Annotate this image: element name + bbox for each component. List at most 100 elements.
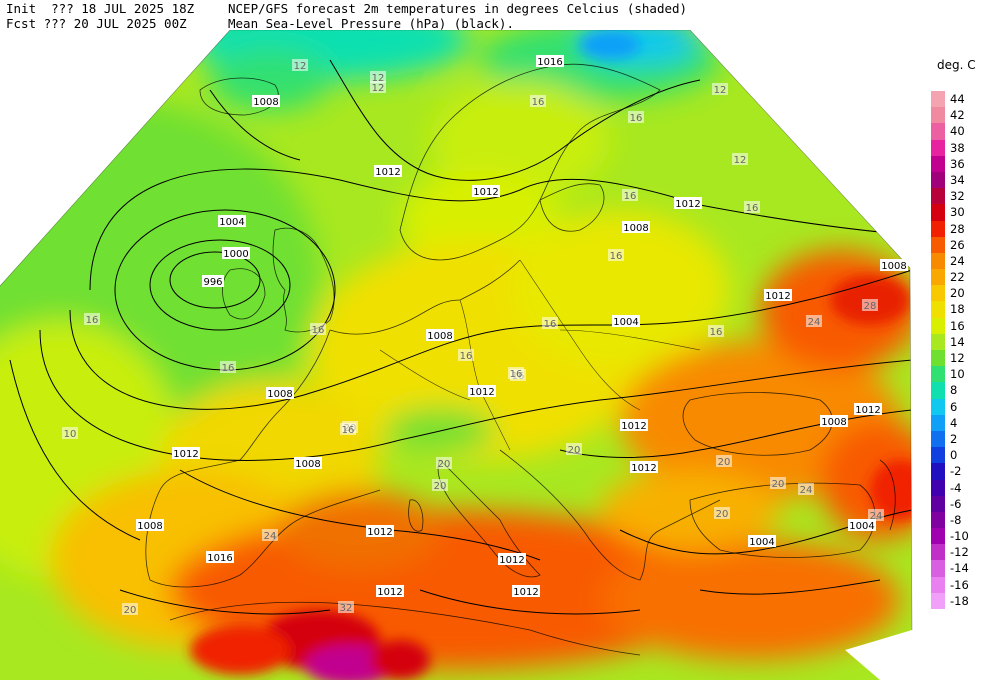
legend-swatch (931, 463, 945, 480)
svg-text:16: 16 (710, 327, 723, 338)
isobar-label: 1016 (536, 55, 564, 68)
legend-entry: 10 (931, 366, 991, 383)
legend-swatch (931, 447, 945, 464)
temperature-label: 24 (806, 315, 822, 328)
legend-label: -8 (950, 512, 962, 527)
isobar-label: 1008 (622, 221, 650, 234)
isobar-label: 1008 (266, 387, 294, 400)
svg-text:12: 12 (714, 85, 727, 96)
svg-text:1012: 1012 (377, 587, 402, 598)
legend-label: 12 (950, 351, 965, 365)
svg-text:24: 24 (870, 511, 883, 522)
svg-text:32: 32 (340, 603, 353, 614)
legend-swatch (931, 188, 945, 205)
isobar-label: 1008 (252, 95, 280, 108)
isobar-label: 1004 (218, 215, 246, 228)
svg-text:1012: 1012 (513, 587, 538, 598)
header-right: NCEP/GFS forecast 2m temperatures in deg… (228, 1, 687, 31)
svg-text:1012: 1012 (375, 167, 400, 178)
legend-entry: 18 (931, 301, 991, 318)
legend-label: -10 (950, 529, 969, 544)
temperature-field (0, 30, 912, 680)
isobar-label: 1008 (294, 457, 322, 470)
legend-entry: 22 (931, 269, 991, 286)
svg-text:16: 16 (746, 203, 759, 214)
svg-text:12: 12 (372, 73, 385, 84)
legend-label: 10 (950, 367, 965, 382)
legend-label: 18 (950, 302, 965, 317)
svg-text:16: 16 (86, 315, 99, 326)
svg-text:1008: 1008 (427, 331, 452, 342)
svg-text:20: 20 (772, 479, 785, 490)
temperature-label: 12 (712, 83, 728, 96)
legend-label: 38 (950, 140, 965, 155)
init-line: Init ??? 18 JUL 2025 18Z (6, 1, 195, 16)
svg-text:1012: 1012 (173, 449, 198, 460)
svg-text:16: 16 (510, 369, 523, 380)
legend-entry: 32 (931, 188, 991, 205)
title-line-1: NCEP/GFS forecast 2m temperatures in deg… (228, 1, 688, 16)
legend-entry: 2 (931, 430, 991, 448)
svg-text:1012: 1012 (469, 387, 494, 398)
temperature-label: 12 (292, 59, 308, 72)
legend-swatch (931, 592, 945, 609)
isobar-label: 1004 (848, 519, 876, 532)
svg-text:10: 10 (64, 429, 77, 440)
isobar-label: 1008 (136, 519, 164, 532)
legend-label: 30 (950, 205, 965, 220)
svg-text:1012: 1012 (367, 527, 392, 538)
legend-entry: 24 (931, 252, 991, 270)
legend-swatch (931, 414, 945, 431)
temperature-label: 28 (862, 299, 878, 312)
legend-entry: -6 (931, 495, 991, 512)
legend-swatch (931, 495, 945, 512)
temperature-labels: 1212121616121616161616161616161016202024… (62, 59, 884, 616)
svg-text:20: 20 (568, 445, 581, 456)
svg-text:1004: 1004 (849, 521, 874, 532)
temperature-label: 16 (744, 201, 760, 214)
legend-swatch (931, 317, 945, 334)
isobar-label: 1012 (366, 525, 394, 538)
legend-label: 2 (950, 431, 958, 446)
legend-swatch (931, 252, 945, 270)
svg-text:1008: 1008 (623, 223, 648, 234)
svg-text:16: 16 (312, 325, 325, 336)
legend-entry: 6 (931, 398, 991, 415)
temperature-label: 10 (62, 427, 78, 440)
svg-text:1016: 1016 (537, 57, 562, 68)
legend-entry: 14 (931, 333, 991, 350)
isobar-label: 1012 (172, 447, 200, 460)
isobar-label: 1012 (498, 553, 526, 566)
svg-text:1012: 1012 (631, 463, 656, 474)
legend-entry: -8 (931, 511, 991, 529)
forecast-map: 1016100810121004100099610081012101210081… (0, 30, 913, 680)
svg-text:1012: 1012 (473, 187, 498, 198)
svg-text:1008: 1008 (881, 261, 906, 272)
legend-swatch (931, 511, 945, 529)
temperature-label: 16 (542, 317, 558, 330)
legend-unit: deg. C (937, 58, 976, 72)
svg-text:20: 20 (434, 481, 447, 492)
temperature-label: 16 (220, 361, 236, 374)
legend-swatch (931, 107, 945, 124)
legend-swatch (931, 430, 945, 448)
svg-text:20: 20 (124, 605, 137, 616)
svg-text:1012: 1012 (765, 291, 790, 302)
isobar-label: 1012 (468, 385, 496, 398)
temperature-label: 20 (770, 477, 786, 490)
legend-entry: 26 (931, 236, 991, 253)
legend-label: -16 (950, 577, 969, 592)
legend-label: 8 (950, 383, 958, 398)
fcst-line: Fcst ??? 20 JUL 2025 00Z (6, 16, 187, 31)
legend-entry: 20 (931, 285, 991, 302)
isobar-label: 1012 (854, 403, 882, 416)
legend-label: 36 (950, 156, 965, 171)
legend-swatch (931, 269, 945, 286)
legend-label: -12 (950, 545, 969, 560)
legend-swatch (931, 479, 945, 496)
isobar-label: 1000 (222, 247, 250, 260)
svg-text:1004: 1004 (613, 317, 638, 328)
svg-text:1004: 1004 (219, 217, 244, 228)
legend-label: -4 (950, 480, 962, 495)
svg-text:1012: 1012 (675, 199, 700, 210)
